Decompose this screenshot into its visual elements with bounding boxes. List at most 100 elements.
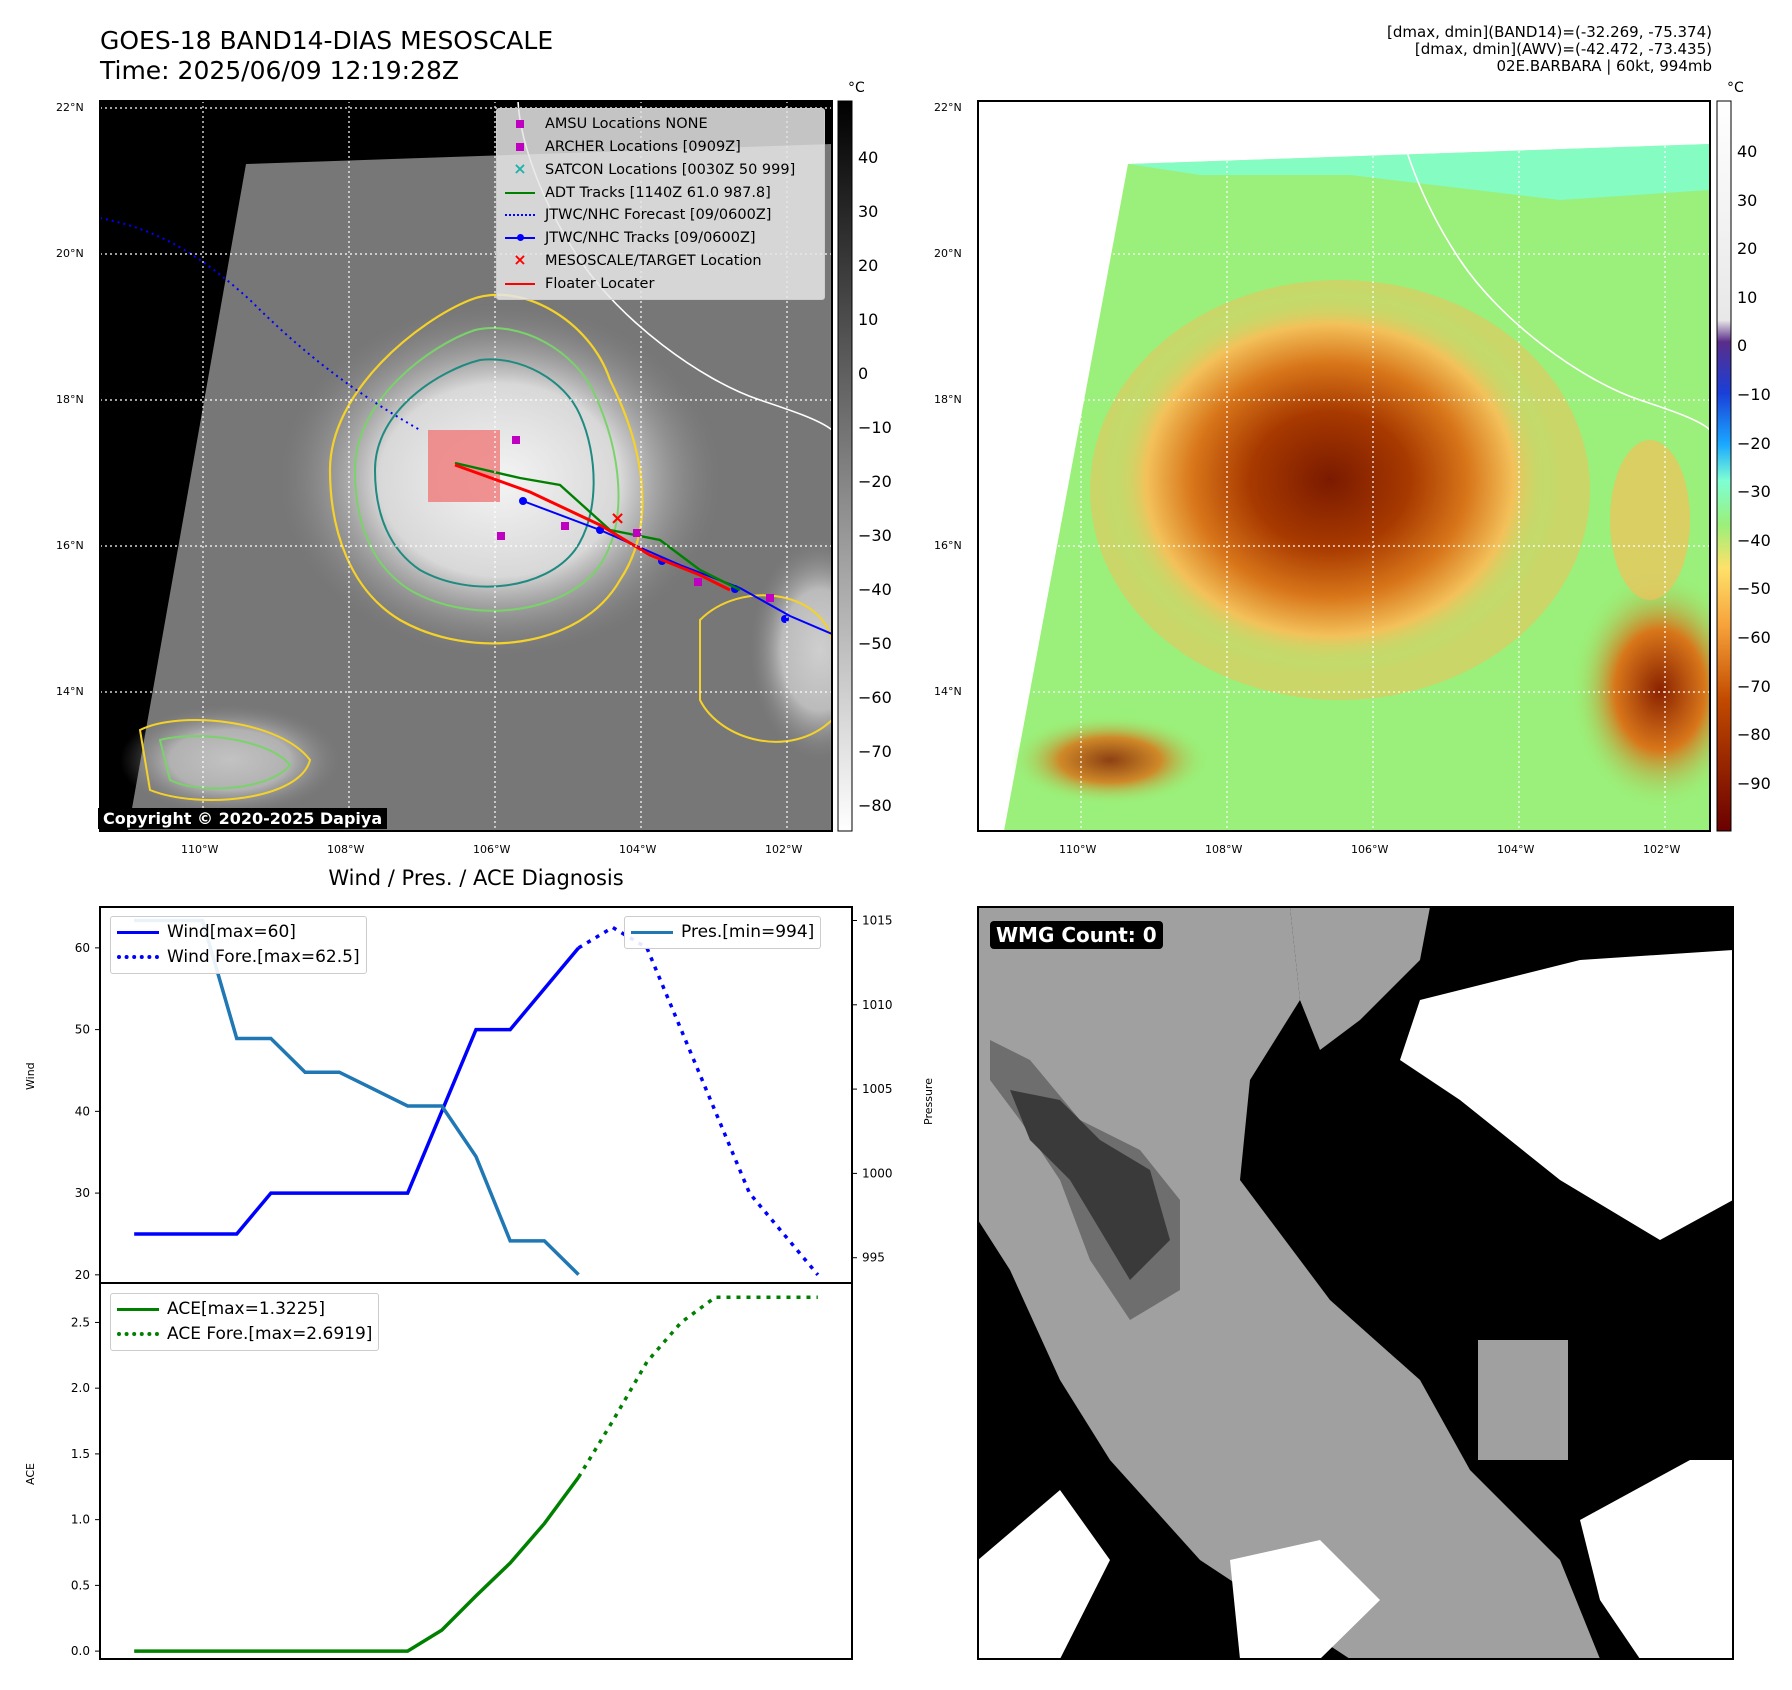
lat-label: 14°N — [934, 685, 962, 698]
wmg-panel — [978, 907, 1733, 1659]
wmg-count-label: WMG Count: 0 — [990, 921, 1163, 949]
legend-symbol: × — [513, 250, 527, 269]
diag-title: Wind / Pres. / ACE Diagnosis — [328, 866, 624, 890]
map-gridlines-right — [978, 101, 1710, 831]
lat-label: 16°N — [56, 539, 84, 552]
colorbar-tick: −20 — [1737, 433, 1771, 453]
lat-label: 18°N — [934, 393, 962, 406]
colorbar-tick: 0 — [858, 364, 869, 383]
colorbar-tick: −50 — [1737, 579, 1771, 599]
colorbar-tick: −60 — [1737, 628, 1771, 647]
colorbar-tick: −90 — [1737, 773, 1771, 793]
lon-label: 104°W — [1497, 843, 1535, 856]
y-tick-label: 20 — [75, 1268, 90, 1282]
colorbar-tick: −20 — [858, 472, 892, 491]
y-tick-label: 1010 — [862, 998, 893, 1012]
lat-label: 20°N — [934, 247, 962, 260]
title-line-2: Time: 2025/06/09 12:19:28Z — [100, 56, 459, 85]
map-legend-entry: ADT Tracks [1140Z 61.0 987.8] — [503, 182, 818, 205]
y-tick-label: 40 — [75, 1104, 90, 1118]
title-line-1: GOES-18 BAND14-DIAS MESOSCALE — [100, 26, 554, 55]
map-legend-entry: × SATCON Locations [0030Z 50 999] — [503, 158, 818, 182]
lon-label: 106°W — [1351, 843, 1389, 856]
lon-label: 102°W — [1643, 843, 1681, 856]
y-tick-label: 995 — [862, 1251, 885, 1265]
coastline-right — [1394, 101, 1710, 431]
colorbar-gray — [837, 100, 853, 832]
y-tick-label: 1.0 — [71, 1513, 90, 1527]
ace-legend: ACE[max=1.3225] ACE Fore.[max=2.6919] — [110, 1293, 380, 1351]
lon-label: 108°W — [327, 843, 365, 856]
forecast-track — [100, 217, 421, 431]
colorbar-tick: −10 — [1737, 385, 1771, 404]
colorbar-tick: 40 — [1737, 142, 1758, 161]
map-legend-entry: ARCHER Locations [0909Z] — [503, 136, 818, 159]
meta-line-2: [dmax, dmin](AWV)=(-42.472, -73.435) — [1414, 40, 1712, 58]
lon-label: 106°W — [473, 843, 511, 856]
colorbar-tick: −80 — [1737, 725, 1771, 745]
copyright-label: Copyright © 2020-2025 Dapiya — [98, 808, 388, 829]
map-legend-entry: × MESOSCALE/TARGET Location — [503, 249, 818, 273]
meta-line-1: [dmax, dmin](BAND14)=(-32.269, -75.374) — [1387, 23, 1712, 41]
legend-symbol — [503, 204, 537, 227]
y-tick-label: 50 — [75, 1023, 90, 1037]
colorbar-tick: −60 — [858, 688, 892, 707]
y-tick-label: 0.5 — [71, 1578, 90, 1592]
lat-label: 14°N — [56, 685, 84, 698]
colorbar-tick: 10 — [1737, 287, 1758, 307]
series-line — [134, 1476, 580, 1653]
colorbar-tick: 20 — [858, 256, 879, 275]
storm-core-color — [1100, 285, 1560, 675]
legend-symbol — [503, 182, 537, 205]
y-tick-label: 60 — [75, 941, 90, 955]
pres-legend-entry: Pres.[min=994] — [631, 920, 814, 945]
colorbar-tick: 40 — [858, 148, 879, 167]
wmg-white-region — [1400, 950, 1733, 1240]
colorbar-tick: −10 — [858, 418, 892, 437]
contour-yellow — [328, 293, 644, 645]
map-legend-entry: AMSU Locations NONE — [503, 113, 818, 136]
lon-label: 110°W — [181, 843, 219, 856]
series-line — [577, 1295, 818, 1479]
wind-legend: Wind[max=60] Wind Fore.[max=62.5] — [110, 916, 367, 974]
colorbar-tick: −30 — [858, 526, 892, 545]
colorbar-gray-unit: °C — [848, 80, 865, 96]
y-tick-label: 2.0 — [71, 1381, 90, 1395]
pres-legend: Pres.[min=994] — [624, 916, 822, 949]
wind-fore-legend-entry: Wind Fore.[max=62.5] — [117, 945, 360, 970]
colorbar-tick: −40 — [858, 580, 892, 599]
colorbar-tick: 30 — [858, 202, 879, 221]
target-marker: × — [610, 508, 625, 529]
contour-green — [353, 327, 620, 612]
wind-legend-entry: Wind[max=60] — [117, 920, 360, 945]
y-tick-label: 1.5 — [71, 1447, 90, 1461]
meta-line-3: 02E.BARBARA | 60kt, 994mb — [1496, 57, 1712, 75]
y-tick-label: 1005 — [862, 1082, 893, 1096]
y-tick-label: 0.0 — [71, 1644, 90, 1658]
floater-track — [454, 463, 731, 592]
colorbar-tick: −80 — [858, 796, 892, 815]
nhc-track — [522, 500, 832, 635]
y-tick-label: 1000 — [862, 1166, 893, 1180]
map-legend-entry: Floater Locater — [503, 273, 818, 296]
legend-symbol — [503, 227, 537, 250]
lat-label: 16°N — [934, 539, 962, 552]
lat-label: 22°N — [56, 101, 84, 114]
colorbar-tick: 20 — [1737, 239, 1758, 259]
map-legend-entry: JTWC/NHC Tracks [09/0600Z] — [503, 227, 818, 250]
series-line — [134, 946, 580, 1236]
colorbar-color — [1716, 100, 1732, 832]
storm-meta: [dmax, dmin](BAND14)=(-32.269, -75.374) … — [1387, 24, 1712, 75]
ace-legend-entry: ACE[max=1.3225] — [117, 1297, 372, 1322]
colorbar-tick: −40 — [1737, 530, 1771, 550]
lat-label: 22°N — [934, 101, 962, 114]
wmg-gray-band — [978, 907, 1600, 1659]
map-legend-entry: JTWC/NHC Forecast [09/0600Z] — [503, 204, 818, 227]
lon-label: 108°W — [1205, 843, 1243, 856]
archer-marker — [512, 436, 520, 444]
colorbar-color-unit: °C — [1727, 80, 1744, 96]
colorbar-tick: 30 — [1737, 190, 1758, 210]
series-line — [577, 925, 820, 1276]
